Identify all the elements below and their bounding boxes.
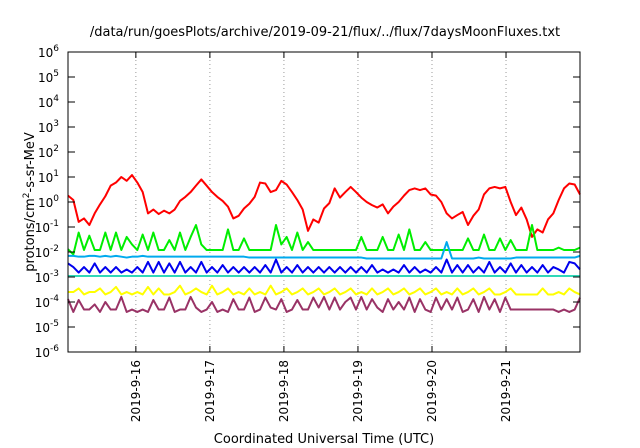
- y-tick-label-base: 10: [38, 146, 53, 160]
- x-tick-label: 2019-9-16: [129, 360, 143, 422]
- y-tick-label-exp: 0: [53, 194, 59, 204]
- y-axis: 10-610-510-410-310-210-11001011021031041…: [35, 44, 580, 360]
- series-line-7: [67, 295, 581, 313]
- y-tick-label-base: 10: [35, 271, 50, 285]
- y-tick-label: 10-1: [35, 219, 59, 235]
- x-axis: 2019-9-16 2019-9-17 2019-9-18 2019-9-19 2019…: [129, 52, 513, 422]
- y-tick-label-exp: 3: [53, 119, 59, 129]
- y-tick-label: 100: [38, 194, 59, 210]
- series-line-1: [67, 174, 581, 238]
- y-tick-label: 10-3: [35, 269, 59, 285]
- y-axis-title-prefix: protons/cm: [23, 198, 38, 272]
- y-tick-label: 10-4: [35, 294, 60, 310]
- y-tick-label: 105: [38, 69, 59, 85]
- x-tick-label: 2019-9-18: [277, 360, 291, 422]
- y-tick-label-exp: -2: [50, 244, 59, 254]
- y-tick-label-base: 10: [38, 171, 53, 185]
- y-tick-label-base: 10: [35, 321, 50, 335]
- chart-title: /data/run/goesPlots/archive/2019-09-21/f…: [90, 25, 560, 40]
- y-tick-label-exp: -4: [50, 294, 59, 304]
- series-line-6: [68, 284, 581, 296]
- y-tick-label-exp: 4: [53, 94, 59, 104]
- y-tick-label-exp: 2: [53, 144, 59, 154]
- series-line-3: [67, 258, 581, 274]
- y-tick-label: 10-5: [35, 319, 59, 335]
- y-axis-title-suffix: -s-sr-MeV: [23, 132, 38, 192]
- y-tick-label-base: 10: [38, 46, 53, 60]
- y-tick-label-base: 10: [35, 296, 50, 310]
- series-line-4: [68, 241, 581, 260]
- x-tick-label: 2019-9-21: [499, 360, 513, 422]
- x-tick-label: 2019-9-17: [203, 360, 217, 422]
- y-tick-label-base: 10: [38, 196, 53, 210]
- y-axis-title-sup: 2: [22, 192, 32, 198]
- y-tick-label-exp: 6: [53, 44, 59, 54]
- y-tick-label-exp: -6: [50, 344, 59, 354]
- x-tick-label: 2019-9-20: [425, 360, 439, 422]
- y-tick-label: 106: [38, 44, 59, 60]
- y-tick-label: 10-2: [35, 244, 59, 260]
- y-tick-label: 10-6: [35, 344, 60, 360]
- y-tick-label-base: 10: [38, 96, 53, 110]
- y-tick-label: 104: [38, 94, 59, 110]
- y-tick-label-exp: -5: [50, 319, 59, 329]
- y-tick-label: 102: [38, 144, 59, 160]
- y-tick-label-exp: 5: [53, 69, 59, 79]
- y-tick-label-exp: -1: [50, 219, 59, 229]
- y-tick-label-base: 10: [38, 71, 53, 85]
- y-tick-label-base: 10: [35, 346, 50, 360]
- x-axis-title: Coordinated Universal Time (UTC): [214, 432, 434, 447]
- series-line-2: [67, 224, 581, 256]
- y-tick-label-exp: -3: [50, 269, 59, 279]
- y-tick-label-base: 10: [35, 221, 50, 235]
- y-tick-label-base: 10: [38, 121, 53, 135]
- y-axis-title: protons/cm2-s-sr-MeV: [22, 132, 38, 272]
- y-tick-label: 103: [38, 119, 59, 135]
- y-tick-label-base: 10: [35, 246, 50, 260]
- series-group: [67, 174, 581, 313]
- x-tick-label: 2019-9-19: [351, 360, 365, 422]
- y-tick-label-exp: 1: [53, 169, 59, 179]
- y-tick-label: 101: [38, 169, 59, 185]
